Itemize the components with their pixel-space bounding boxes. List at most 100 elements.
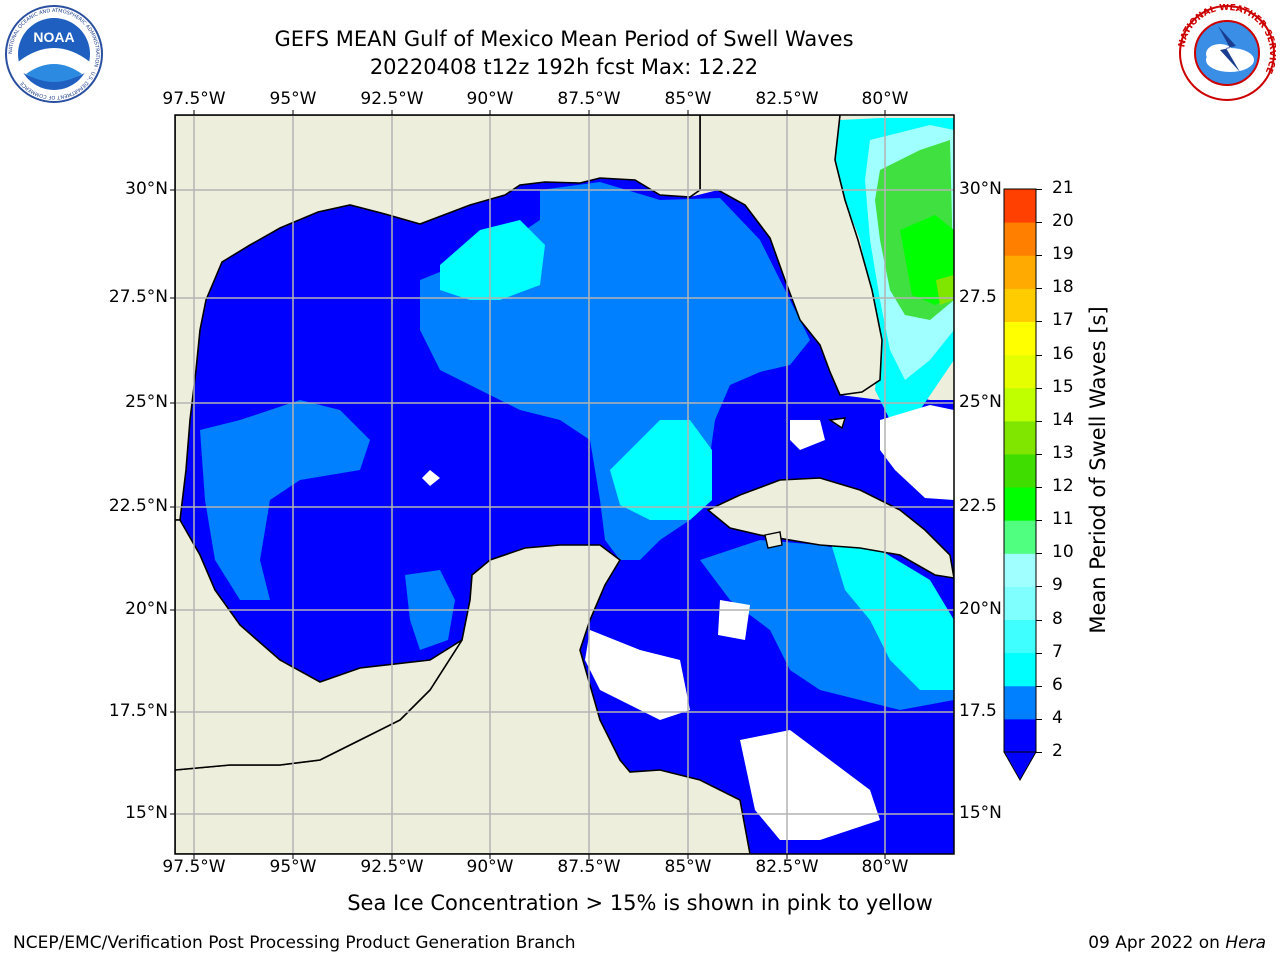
- lat-label-right: 20°N: [959, 599, 1002, 619]
- colorbar-tick-label: 20: [1052, 211, 1074, 232]
- colorbar-tick: [1036, 685, 1042, 687]
- colorbar-tick: [1036, 487, 1042, 489]
- colorbar-segment: [1004, 387, 1036, 422]
- noaa-logo-text: NOAA: [33, 29, 74, 45]
- colorbar-tick: [1036, 189, 1042, 190]
- lon-label-top: 92.5°W: [360, 89, 424, 109]
- colorbar: [1003, 188, 1037, 782]
- colorbar-tick: [1036, 619, 1042, 621]
- colorbar-tick-label: 17: [1052, 310, 1074, 331]
- colorbar-segment: [1004, 487, 1036, 521]
- colorbar-tick: [1036, 453, 1042, 455]
- colorbar-segment: [1004, 189, 1036, 223]
- nws-logo: NATIONAL WEATHER SERVICE: [1178, 4, 1276, 101]
- lat-label-right: 25°N: [959, 392, 1002, 412]
- footer-host: Hera: [1225, 933, 1266, 953]
- colorbar-tick-label: 10: [1052, 542, 1074, 563]
- lat-label-left: 30°N: [125, 179, 168, 199]
- lon-label-bottom: 80°W: [861, 857, 909, 877]
- colorbar-segment: [1004, 520, 1036, 554]
- lon-label-top: 80°W: [861, 89, 909, 109]
- colorbar-tick-label: 15: [1052, 376, 1074, 397]
- colorbar-tick: [1036, 222, 1042, 224]
- footer-date: 09 Apr 2022 on Hera: [1088, 933, 1266, 953]
- lat-label-left: 22.5°N: [108, 496, 168, 516]
- colorbar-tick-label: 8: [1052, 608, 1063, 629]
- map-frame: [174, 114, 955, 855]
- florida-land: [699, 115, 883, 396]
- mexico-land: [175, 519, 463, 771]
- colorbar-tick: [1036, 354, 1042, 356]
- colorbar-tick: [1036, 520, 1042, 522]
- colorbar-tick: [1036, 553, 1042, 555]
- lat-label-right: 17.5: [959, 701, 997, 721]
- colorbar-tick: [1036, 420, 1042, 422]
- colorbar-segment: [1004, 255, 1036, 289]
- colorbar-segment: [1004, 420, 1036, 455]
- colorbar-tick-label: 2: [1052, 741, 1063, 761]
- colorbar-tick-label: 6: [1052, 674, 1063, 695]
- lat-label-left: 15°N: [125, 803, 168, 823]
- lon-label-bottom: 82.5°W: [755, 857, 819, 877]
- lon-label-top: 97.5°W: [162, 89, 226, 109]
- colorbar-segment: [1004, 652, 1036, 687]
- lat-label-right: 22.5: [959, 496, 997, 516]
- lat-label-left: 20°N: [125, 599, 168, 619]
- colorbar-segment: [1004, 321, 1036, 356]
- lon-label-top: 95°W: [269, 89, 317, 109]
- colorbar-tick: [1036, 387, 1042, 389]
- lat-label-left: 17.5°N: [108, 701, 168, 721]
- lon-label-top: 85°W: [664, 89, 712, 109]
- colorbar-tick-label: 19: [1052, 244, 1074, 265]
- colorbar-segment: [1004, 718, 1036, 753]
- colorbar-segment: [1004, 685, 1036, 720]
- lon-label-bottom: 95°W: [269, 857, 317, 877]
- colorbar-segment: [1004, 453, 1036, 488]
- colorbar-tick: [1036, 652, 1042, 654]
- lat-label-right: 15°N: [959, 803, 1002, 823]
- colorbar-tick-label: 11: [1052, 509, 1074, 530]
- footer-date-text: 09 Apr 2022 on: [1088, 933, 1226, 953]
- colorbar-tick-label: 16: [1052, 343, 1074, 364]
- lon-label-top: 87.5°W: [557, 89, 621, 109]
- colorbar-segment: [1004, 586, 1036, 621]
- colorbar-segment: [1004, 288, 1036, 322]
- lat-label-left: 25°N: [125, 392, 168, 412]
- lat-label-right: 27.5: [959, 287, 997, 307]
- colorbar-tick: [1036, 718, 1042, 720]
- colorbar-tick: [1036, 586, 1042, 588]
- colorbar-tick-label: 21: [1052, 178, 1074, 198]
- noaa-logo: NOAA NATIONAL OCEANIC AND ATMOSPHERIC AD…: [5, 5, 103, 103]
- colorbar-tick: [1036, 255, 1042, 257]
- colorbar-tick-label: 13: [1052, 442, 1074, 463]
- colorbar-label: Mean Period of Swell Waves [s]: [1086, 306, 1110, 634]
- lon-label-bottom: 90°W: [466, 857, 514, 877]
- colorbar-segment: [1004, 553, 1036, 587]
- colorbar-frame: [1003, 188, 1037, 753]
- lon-label-bottom: 87.5°W: [557, 857, 621, 877]
- colorbar-tick-label: 12: [1052, 476, 1074, 497]
- colorbar-tick-label: 9: [1052, 575, 1063, 596]
- footer-branch: NCEP/EMC/Verification Post Processing Pr…: [13, 933, 576, 953]
- colorbar-tick-label: 14: [1052, 409, 1074, 430]
- colorbar-tick: [1036, 752, 1042, 753]
- period-6-7-region: [610, 420, 712, 520]
- colorbar-segment: [1004, 354, 1036, 389]
- sea-ice-note: Sea Ice Concentration > 15% is shown in …: [347, 891, 933, 915]
- colorbar-tick-label: 7: [1052, 641, 1063, 662]
- lon-label-bottom: 92.5°W: [360, 857, 424, 877]
- lon-label-bottom: 85°W: [664, 857, 712, 877]
- lon-label-top: 82.5°W: [755, 89, 819, 109]
- graticule: [175, 115, 954, 854]
- chart-title: GEFS MEAN Gulf of Mexico Mean Period of …: [274, 27, 854, 51]
- colorbar-segment: [1004, 619, 1036, 654]
- colorbar-tick-label: 18: [1052, 277, 1074, 298]
- colorbar-segment: [1004, 222, 1036, 256]
- colorbar-tick: [1036, 288, 1042, 290]
- lon-label-top: 90°W: [466, 89, 514, 109]
- colorbar-under-arrow: [1003, 751, 1037, 782]
- chart-subtitle: 20220408 t12z 192h fcst Max: 12.22: [369, 55, 759, 79]
- lat-label-right: 30°N: [959, 179, 1002, 199]
- colorbar-tick: [1036, 321, 1042, 323]
